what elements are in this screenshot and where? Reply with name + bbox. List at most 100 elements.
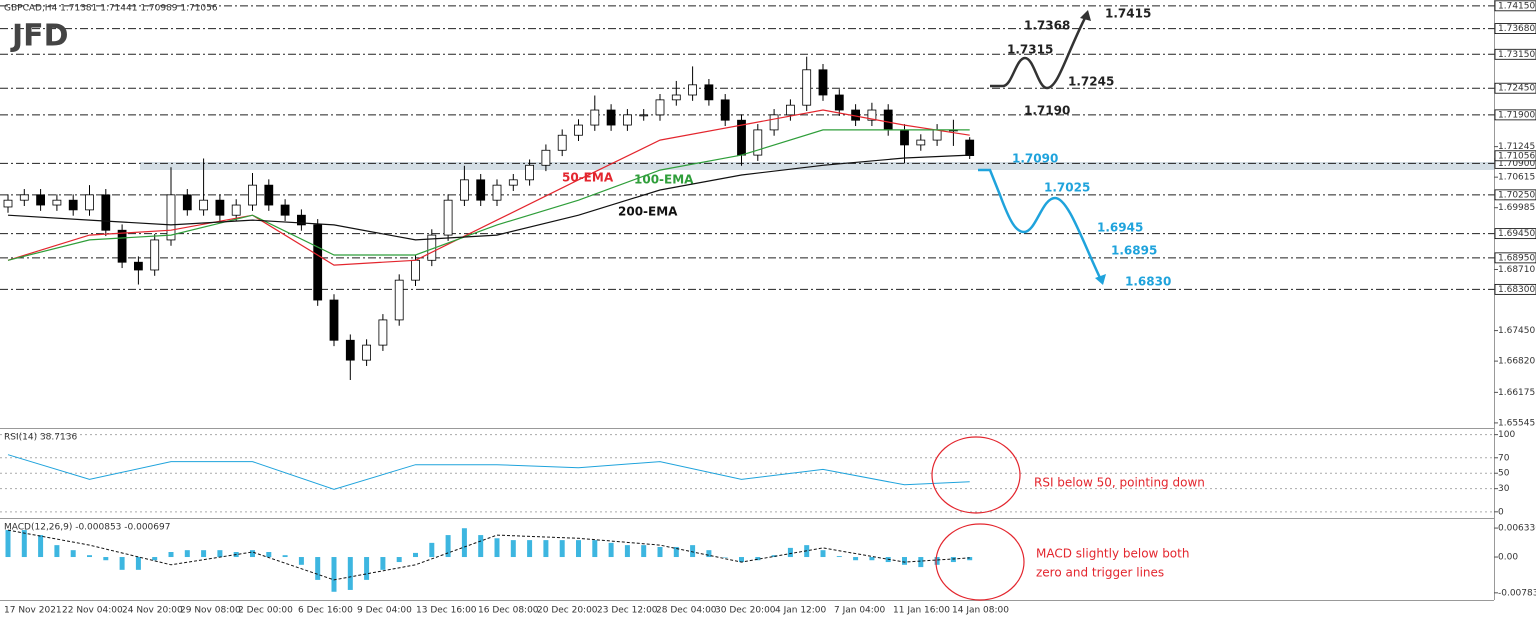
level-label: 1.68300 bbox=[1498, 285, 1535, 295]
x-tick-label: 14 Jan 08:00 bbox=[952, 606, 1009, 616]
level-label: 1.71900 bbox=[1498, 110, 1535, 120]
marks-layer bbox=[3, 56, 975, 592]
candle-body bbox=[85, 194, 94, 211]
candle-body bbox=[133, 261, 143, 271]
macd-bar bbox=[771, 555, 777, 558]
level-label-box bbox=[1494, 109, 1536, 121]
candle-body bbox=[639, 114, 649, 117]
candle-body bbox=[182, 194, 192, 211]
macd-bar bbox=[608, 542, 614, 558]
candle-body bbox=[508, 179, 518, 186]
candle-body bbox=[215, 199, 225, 216]
x-tick-label: 2 Dec 00:00 bbox=[238, 606, 293, 616]
level-annotation: 1.7315 bbox=[1007, 43, 1053, 57]
x-tick-label: 7 Jan 04:00 bbox=[834, 606, 886, 616]
y-tick-label: 1.71245 bbox=[1498, 142, 1535, 152]
y-tick-label: 0.006336 bbox=[1498, 524, 1536, 534]
macd-bar bbox=[902, 557, 907, 565]
x-tick-label: 24 Nov 20:00 bbox=[122, 606, 183, 616]
macd-bar bbox=[201, 550, 207, 558]
level-label-box bbox=[1494, 48, 1536, 60]
macd-bar bbox=[706, 550, 712, 558]
macd-bar bbox=[266, 552, 272, 558]
macd-bar bbox=[168, 552, 174, 558]
macd-bar bbox=[657, 546, 663, 558]
candle-body bbox=[883, 109, 893, 131]
macd-bar bbox=[461, 528, 467, 558]
macd-bar bbox=[21, 530, 27, 558]
level-annotation: 1.6830 bbox=[1125, 275, 1171, 289]
candle-body bbox=[655, 99, 665, 116]
macd-bar bbox=[787, 547, 793, 558]
macd-bar bbox=[347, 557, 353, 590]
y-tick-label: 50 bbox=[1498, 469, 1510, 479]
bearish-scenario-arrow bbox=[978, 168, 1103, 281]
candle-body bbox=[231, 204, 241, 216]
macd-bar bbox=[54, 545, 60, 558]
level-label: 1.73680 bbox=[1498, 24, 1535, 34]
macd-bar bbox=[820, 550, 826, 558]
macd-bar bbox=[592, 540, 598, 558]
ema-line bbox=[7, 154, 970, 241]
axis-layer: 1.71245 1.70615 1.69985 1.68710 1.67450 1.668… bbox=[4, 0, 1536, 616]
candle-body bbox=[362, 344, 372, 361]
macd-bar bbox=[5, 530, 11, 558]
macd-bar bbox=[755, 557, 761, 561]
y-tick-label: 30 bbox=[1498, 484, 1510, 494]
x-tick-label: 20 Dec 20:00 bbox=[537, 606, 598, 616]
candle-body bbox=[150, 239, 160, 271]
macd-bar bbox=[510, 540, 516, 558]
rsi-highlight bbox=[931, 436, 1021, 514]
candle-body bbox=[557, 134, 567, 151]
level-annotation: 1.7090 bbox=[1012, 152, 1058, 166]
candle-body bbox=[3, 199, 13, 208]
level-label: 1.69450 bbox=[1498, 229, 1535, 239]
y-tick-label: 1.70615 bbox=[1498, 173, 1535, 183]
macd-bar bbox=[673, 546, 679, 558]
panel-frames bbox=[0, 0, 1495, 601]
macd-header: MACD(12,26,9) -0.000853 -0.000697 bbox=[4, 523, 170, 533]
macd-note: MACD slightly below both bbox=[1036, 547, 1189, 561]
candle-body bbox=[688, 84, 697, 96]
macd-bar bbox=[918, 557, 924, 568]
macd-bar bbox=[70, 550, 76, 558]
ema-label: 100-EMA bbox=[634, 173, 694, 187]
macd-bar bbox=[38, 535, 44, 558]
candle-body bbox=[802, 69, 812, 106]
level-annotation: 1.7190 bbox=[1024, 104, 1070, 118]
candle-body bbox=[459, 179, 469, 201]
y-tick-label: 100 bbox=[1498, 430, 1515, 440]
macd-bar bbox=[429, 542, 435, 558]
candle-body bbox=[574, 124, 583, 136]
macd-bar bbox=[853, 557, 859, 561]
x-tick-label: 11 Jan 16:00 bbox=[893, 606, 950, 616]
macd-bar bbox=[967, 557, 973, 561]
level-label: 1.72450 bbox=[1498, 84, 1535, 94]
macd-bar bbox=[331, 557, 337, 592]
candle-body bbox=[900, 129, 909, 146]
candle-body bbox=[786, 104, 795, 116]
candle-body bbox=[411, 259, 420, 281]
rsi-header: RSI(14) 38.7136 bbox=[4, 433, 77, 443]
y-tick-label: 1.69985 bbox=[1498, 203, 1535, 213]
x-tick-label: 17 Nov 2021 bbox=[4, 606, 62, 616]
macd-bar bbox=[103, 557, 109, 561]
candle-body bbox=[36, 194, 45, 206]
last-price-box bbox=[1494, 150, 1536, 162]
x-tick-label: 22 Nov 04:00 bbox=[62, 606, 123, 616]
level-label-box bbox=[1494, 228, 1536, 240]
candle-body bbox=[68, 199, 78, 211]
macd-bar bbox=[445, 535, 451, 558]
macd-bar bbox=[494, 538, 500, 558]
macd-bar bbox=[576, 540, 581, 558]
macd-bar bbox=[298, 557, 304, 565]
y-tick-label: 0 bbox=[1498, 507, 1504, 517]
level-label-box bbox=[1494, 283, 1536, 295]
macd-bar bbox=[135, 557, 141, 570]
x-tick-label: 30 Dec 20:00 bbox=[715, 606, 776, 616]
level-annotation: 1.6945 bbox=[1097, 221, 1143, 235]
macd-bar bbox=[478, 535, 484, 558]
x-tick-label: 9 Dec 04:00 bbox=[357, 606, 412, 616]
